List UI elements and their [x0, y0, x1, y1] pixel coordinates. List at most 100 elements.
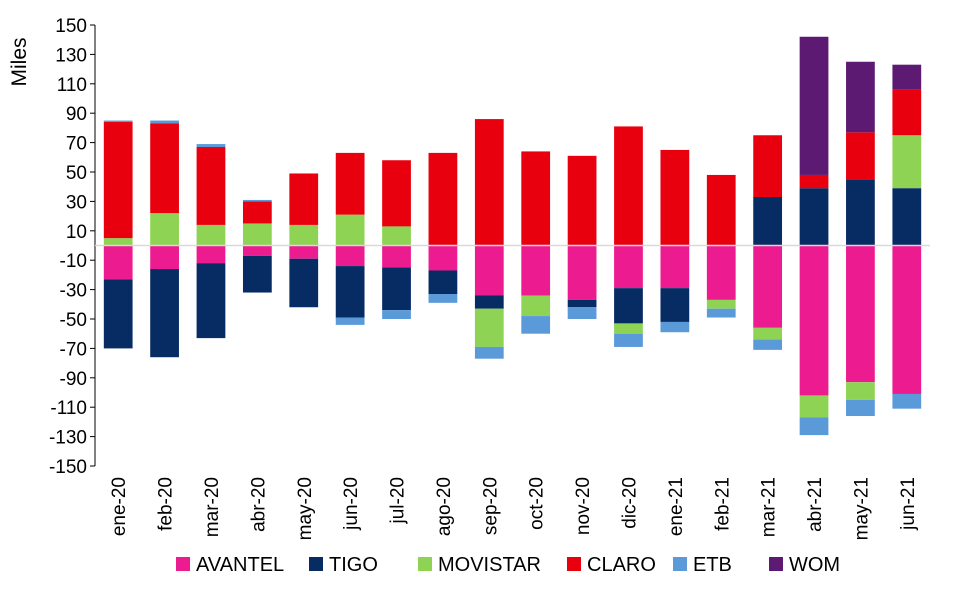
- bar-avantel-feb-21: [706, 245, 736, 300]
- bar-etb-ene-20: [103, 120, 133, 123]
- bar-movistar-may-20: [289, 224, 319, 246]
- bar-avantel-mar-21: [753, 245, 783, 328]
- bar-movistar-dic-20: [614, 323, 643, 334]
- bar-claro-jun-21: [892, 89, 922, 136]
- bar-etb-oct-20: [521, 316, 551, 334]
- bar-etb-feb-20: [150, 120, 179, 124]
- bar-tigo-nov-20: [567, 299, 597, 308]
- y-tick-label: -70: [60, 339, 87, 360]
- x-tick-label: ene-20: [109, 477, 130, 536]
- x-tick-label: mar-21: [759, 477, 780, 537]
- bar-movistar-jun-21: [892, 135, 922, 189]
- bar-claro-feb-20: [150, 123, 179, 214]
- bar-etb-abr-21: [799, 417, 829, 436]
- legend-label-wom: WOM: [789, 554, 840, 576]
- legend-label-etb: ETB: [693, 554, 732, 576]
- legend: AVANTEL TIGO MOVISTAR CLARO ETB WOM: [176, 554, 840, 576]
- y-tick-label: 150: [55, 16, 87, 37]
- bar-movistar-feb-20: [150, 213, 179, 246]
- y-tick-label: -10: [60, 251, 87, 272]
- y-tick-label: 130: [55, 45, 87, 66]
- bar-claro-mar-20: [196, 147, 226, 225]
- bar-etb-nov-20: [567, 307, 597, 319]
- bar-claro-feb-21: [706, 174, 736, 246]
- y-axis-title: Miles: [8, 37, 31, 86]
- bars: [103, 36, 922, 436]
- bar-tigo-mar-20: [196, 263, 226, 339]
- bar-claro-nov-20: [567, 155, 597, 246]
- bar-etb-feb-21: [706, 308, 736, 318]
- x-tick-label: ene-21: [666, 477, 687, 536]
- legend-label-movistar: MOVISTAR: [438, 554, 541, 576]
- bar-tigo-abr-21: [799, 188, 829, 246]
- bar-etb-mar-21: [753, 339, 783, 350]
- y-tick-label: -90: [60, 369, 87, 390]
- bar-avantel-jul-20: [382, 245, 411, 268]
- bar-movistar-may-21: [846, 382, 875, 400]
- x-tick-label: jun-21: [898, 477, 919, 531]
- x-tick-label: jun-20: [341, 477, 362, 531]
- bar-movistar-ene-20: [103, 238, 133, 246]
- y-tick-label: -150: [49, 457, 87, 478]
- x-tick-label: oct-20: [527, 477, 548, 530]
- bar-avantel-ago-20: [428, 245, 458, 271]
- bar-tigo-jun-21: [892, 188, 922, 246]
- bar-movistar-feb-21: [706, 299, 736, 309]
- bar-wom-abr-21: [799, 36, 829, 175]
- bar-claro-ene-20: [103, 122, 133, 239]
- bar-movistar-sep-20: [474, 308, 504, 347]
- bar-avantel-may-20: [289, 245, 319, 259]
- legend-label-avantel: AVANTEL: [196, 554, 284, 576]
- y-tick-label: 10: [66, 222, 87, 243]
- bar-claro-may-21: [846, 132, 875, 180]
- bar-avantel-nov-20: [567, 245, 597, 300]
- bar-wom-may-21: [846, 61, 875, 133]
- bar-claro-abr-20: [242, 201, 272, 224]
- x-tick-label: feb-21: [712, 477, 733, 531]
- legend-swatch-claro: [567, 557, 581, 571]
- bar-tigo-sep-20: [474, 295, 504, 309]
- bar-avantel-may-21: [846, 245, 875, 383]
- x-tick-label: abr-20: [248, 477, 269, 532]
- bar-avantel-feb-20: [150, 245, 179, 270]
- y-tick-label: 70: [66, 134, 87, 155]
- bar-movistar-oct-20: [521, 295, 551, 317]
- bar-etb-abr-20: [242, 199, 272, 202]
- x-tick-label: mar-20: [202, 477, 223, 537]
- legend-swatch-movistar: [418, 557, 432, 571]
- bar-etb-jun-21: [892, 393, 922, 409]
- bar-claro-oct-20: [521, 151, 551, 246]
- bar-etb-jul-20: [382, 310, 411, 319]
- bar-tigo-ene-21: [660, 288, 690, 322]
- x-axis: ene-20 feb-20 mar-20 abr-20 may-20 jun-20 jul-…: [95, 244, 930, 540]
- bar-tigo-mar-21: [753, 196, 783, 246]
- bar-etb-dic-20: [614, 333, 643, 347]
- legend-swatch-wom: [769, 557, 783, 571]
- bar-avantel-jun-21: [892, 245, 922, 394]
- bar-tigo-ene-20: [103, 279, 133, 349]
- bar-tigo-abr-20: [242, 255, 272, 293]
- bar-avantel-ene-20: [103, 245, 133, 280]
- x-tick-label: ago-20: [434, 477, 455, 536]
- x-tick-label: feb-20: [156, 477, 177, 531]
- y-tick-label: 110: [57, 75, 87, 96]
- y-axis: 150 130 110 90 70 50 30 10 -10 -30 -50 -70 -90 -110 -1…: [49, 16, 96, 478]
- bar-claro-abr-21: [799, 174, 829, 189]
- bar-movistar-jul-20: [382, 226, 411, 246]
- bar-etb-jun-20: [335, 317, 365, 325]
- bar-tigo-ago-20: [428, 270, 458, 295]
- bar-avantel-oct-20: [521, 245, 551, 296]
- y-tick-label: 90: [66, 104, 87, 125]
- bar-tigo-may-21: [846, 179, 875, 246]
- bar-tigo-jun-20: [335, 266, 365, 318]
- x-tick-label: sep-20: [480, 477, 501, 535]
- bar-claro-mar-21: [753, 135, 783, 197]
- bar-etb-mar-20: [196, 144, 226, 148]
- legend-swatch-etb: [673, 557, 687, 571]
- bar-etb-ago-20: [428, 294, 458, 303]
- bar-avantel-ene-21: [660, 245, 690, 289]
- legend-label-tigo: TIGO: [329, 554, 378, 576]
- bar-avantel-dic-20: [614, 245, 643, 289]
- x-tick-label: may-21: [851, 477, 872, 540]
- bar-etb-ene-21: [660, 321, 690, 333]
